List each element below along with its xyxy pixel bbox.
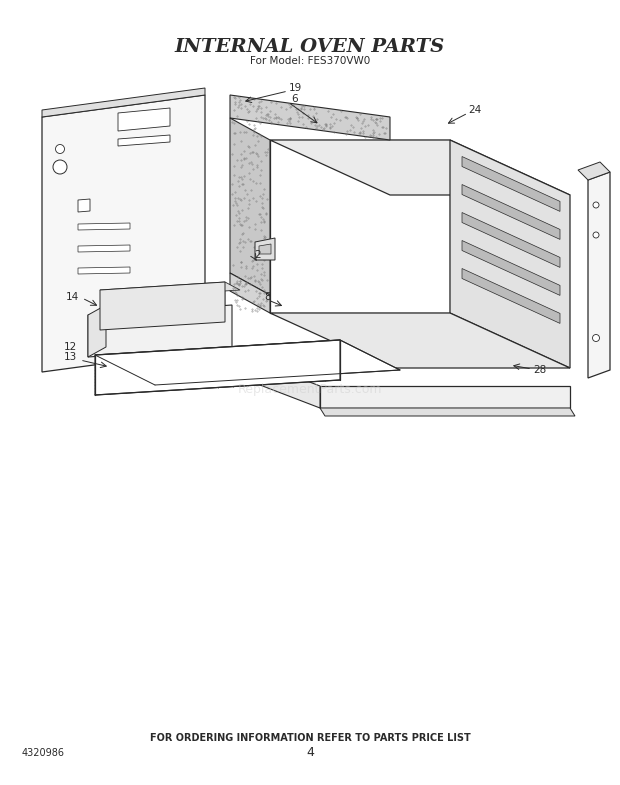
Circle shape (593, 334, 600, 341)
Text: ReplacementParts.com: ReplacementParts.com (237, 384, 383, 396)
Text: 28: 28 (533, 365, 547, 375)
Text: FOR ORDERING INFORMATION REFER TO PARTS PRICE LIST: FOR ORDERING INFORMATION REFER TO PARTS … (149, 733, 471, 743)
Polygon shape (462, 156, 560, 211)
Polygon shape (100, 282, 225, 330)
Polygon shape (230, 273, 270, 313)
Circle shape (53, 160, 67, 174)
Polygon shape (462, 213, 560, 268)
Polygon shape (260, 363, 320, 408)
Text: 4320986: 4320986 (22, 748, 65, 758)
Text: 6: 6 (291, 94, 298, 104)
Polygon shape (578, 162, 610, 180)
Polygon shape (78, 199, 90, 212)
Text: 12: 12 (63, 342, 77, 352)
Polygon shape (95, 340, 400, 385)
Polygon shape (100, 282, 240, 298)
Polygon shape (88, 305, 106, 357)
Polygon shape (320, 408, 575, 416)
Polygon shape (255, 238, 275, 260)
Circle shape (593, 202, 599, 208)
Circle shape (593, 232, 599, 238)
Polygon shape (230, 118, 270, 295)
Polygon shape (462, 268, 560, 323)
Polygon shape (270, 140, 450, 313)
Polygon shape (78, 223, 130, 230)
Polygon shape (462, 240, 560, 295)
Polygon shape (270, 140, 570, 195)
Text: 8: 8 (265, 292, 272, 302)
Text: 14: 14 (65, 292, 79, 302)
Polygon shape (450, 140, 570, 368)
Polygon shape (588, 172, 610, 378)
Polygon shape (78, 267, 130, 274)
Text: 19: 19 (288, 83, 301, 93)
Polygon shape (230, 95, 390, 140)
Polygon shape (118, 108, 170, 131)
Polygon shape (95, 340, 340, 395)
Text: 24: 24 (468, 105, 482, 115)
Polygon shape (320, 386, 570, 408)
Polygon shape (88, 305, 232, 357)
Polygon shape (78, 245, 130, 252)
Polygon shape (42, 88, 205, 117)
Polygon shape (42, 95, 205, 372)
Text: INTERNAL OVEN PARTS: INTERNAL OVEN PARTS (175, 38, 445, 56)
Polygon shape (462, 184, 560, 239)
Polygon shape (259, 244, 271, 254)
Text: 2: 2 (255, 250, 261, 260)
Polygon shape (270, 313, 570, 368)
Polygon shape (118, 135, 170, 146)
Text: 13: 13 (63, 352, 77, 362)
Polygon shape (270, 140, 450, 313)
Circle shape (56, 144, 64, 154)
Text: For Model: FES370VW0: For Model: FES370VW0 (250, 56, 370, 66)
Text: 4: 4 (306, 747, 314, 760)
